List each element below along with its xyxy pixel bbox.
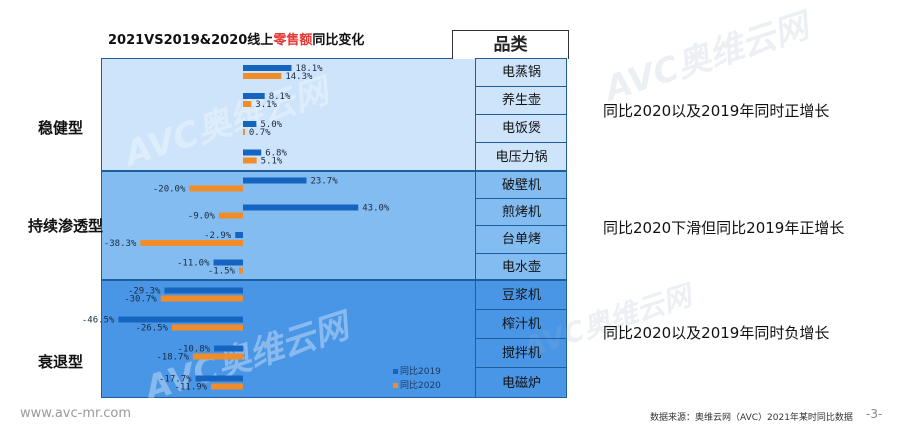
legend-item-2019: 同比2019 — [393, 364, 441, 377]
bar-2020 — [218, 212, 243, 219]
label-2019: -29.3% — [128, 287, 161, 297]
bar-2019 — [195, 375, 243, 382]
label-2020: -11.9% — [175, 383, 208, 393]
label-2019: -10.8% — [178, 345, 211, 355]
legend-item-2020: 同比2020 — [393, 378, 441, 391]
bar-2020 — [238, 267, 243, 274]
chart-title: 2021VS2019&2020线上零售额同比变化 — [108, 29, 364, 48]
label-2020: -26.5% — [135, 324, 168, 334]
legend-label-2019: 同比2019 — [400, 367, 441, 377]
label-2020: -20.0% — [153, 185, 186, 195]
bar-2019 — [214, 345, 243, 352]
group-label-stable: 稳健型 — [38, 119, 84, 137]
bar-2020 — [243, 101, 252, 107]
description-decline: 同比2020以及2019年同时负增长 — [603, 324, 830, 342]
label-2019: 23.7% — [311, 177, 339, 187]
bar-2020 — [189, 185, 243, 192]
title-suffix: 同比变化 — [312, 33, 365, 48]
group-label-decline: 衰退型 — [38, 353, 84, 371]
category-cell: 台单烤 — [475, 225, 567, 253]
website-url[interactable]: www.avc-mr.com — [20, 406, 132, 421]
legend-swatch-2020 — [393, 383, 398, 388]
category-cell: 电水壶 — [475, 253, 567, 280]
bar-2020 — [243, 129, 245, 135]
bar-2019 — [243, 93, 265, 99]
group-label-penetration: 持续渗透型 — [28, 217, 104, 235]
category-cell: 电饭煲 — [475, 114, 567, 142]
label-2020: 5.1% — [261, 157, 283, 167]
description-penetration: 同比2020下滑但同比2019年正增长 — [603, 219, 845, 237]
data-source: 数据来源：奥维云网（AVC）2021年某时同比数据 — [650, 413, 853, 423]
label-2019: 5.0% — [260, 120, 282, 130]
category-cell: 搅拌机 — [475, 338, 567, 367]
bar-2019 — [243, 204, 359, 211]
label-2019: 43.0% — [362, 204, 390, 214]
bar-2019 — [243, 121, 257, 127]
page-number: -3- — [866, 407, 883, 421]
label-2020: -9.0% — [188, 212, 216, 222]
bar-2020 — [160, 295, 243, 302]
label-2019: -17.7% — [159, 375, 192, 385]
legend-swatch-2019 — [393, 369, 398, 374]
label-2020: -18.7% — [156, 353, 189, 363]
title-highlight: 零售额 — [273, 33, 313, 48]
category-cell: 破壁机 — [475, 171, 567, 198]
label-2020: 0.7% — [249, 128, 271, 138]
category-cell: 电磁炉 — [475, 367, 567, 398]
label-2019: -11.0% — [177, 259, 210, 269]
bar-2019 — [118, 316, 243, 323]
label-2020: -30.7% — [124, 295, 157, 305]
label-2020: -1.5% — [208, 267, 236, 277]
bar-2019 — [213, 259, 243, 266]
bar-2020 — [171, 324, 243, 331]
label-2019: 8.1% — [269, 92, 291, 102]
label-2019: -46.5% — [82, 316, 115, 326]
legend-label-2020: 同比2020 — [400, 381, 441, 391]
category-cell: 豆浆机 — [475, 280, 567, 309]
category-cell: 电压力锅 — [475, 142, 567, 171]
bar-2019 — [243, 149, 262, 156]
category-cell: 煎烤机 — [475, 198, 567, 225]
label-2019: -2.9% — [204, 231, 232, 241]
bar-2019 — [243, 65, 292, 71]
bar-2020 — [243, 73, 282, 79]
label-2020: 14.3% — [285, 72, 313, 82]
category-header: 品类 — [452, 30, 569, 59]
label-2019: 18.1% — [296, 64, 324, 74]
title-prefix: 2021VS2019&2020线上 — [108, 33, 274, 48]
category-cell: 电蒸锅 — [475, 58, 567, 86]
bar-2019 — [164, 287, 243, 294]
bar-2019 — [243, 177, 307, 184]
bar-2020 — [140, 240, 243, 246]
label-2019: 6.8% — [265, 149, 287, 159]
description-stable: 同比2020以及2019年同时正增长 — [603, 102, 830, 120]
category-cell: 养生壶 — [475, 86, 567, 114]
bar-2020 — [211, 383, 243, 390]
bar-2019 — [235, 232, 243, 238]
bar-2020 — [243, 157, 257, 164]
label-2020: -38.3% — [104, 239, 137, 249]
category-cell: 榨汁机 — [475, 309, 567, 338]
label-2020: 3.1% — [255, 100, 277, 110]
bar-2020 — [192, 353, 243, 360]
